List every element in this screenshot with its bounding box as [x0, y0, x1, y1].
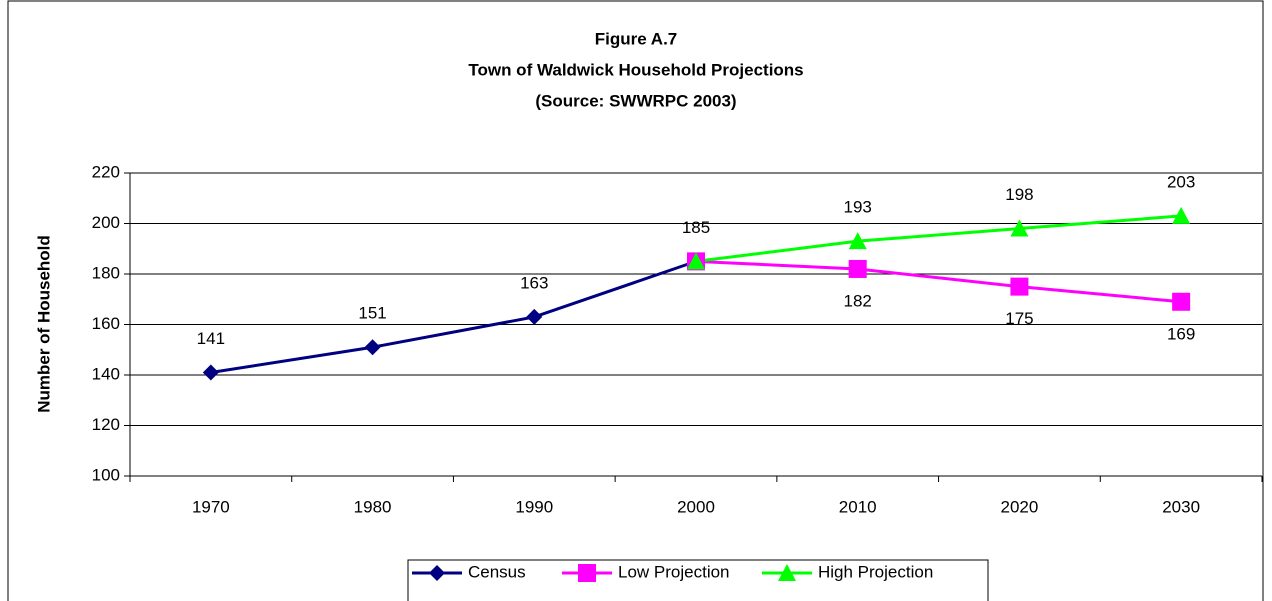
data-label: 193 [844, 198, 872, 217]
data-point [687, 252, 705, 270]
y-tick-label: 140 [92, 364, 120, 383]
data-point [364, 339, 381, 356]
legend-box [407, 559, 989, 601]
chart-title: Town of Waldwick Household Projections [468, 60, 803, 79]
series-line [210, 259, 697, 374]
data-label: 151 [358, 304, 386, 323]
y-tick-label: 200 [92, 213, 120, 232]
series-line [695, 259, 1182, 304]
x-tick-label: 1980 [354, 497, 392, 516]
data-label: 198 [1005, 185, 1033, 204]
data-label: 203 [1167, 172, 1195, 191]
series-line [695, 214, 1182, 263]
data-point [1172, 206, 1191, 224]
y-axis-title: Number of Household [34, 235, 53, 413]
y-tick-label: 180 [92, 263, 120, 282]
legend-label: High Projection [818, 562, 933, 581]
data-point [848, 232, 867, 250]
x-tick-label: 2020 [1001, 497, 1039, 516]
data-label: 163 [520, 273, 548, 292]
data-label: 185 [682, 218, 710, 237]
data-label: 182 [844, 291, 872, 310]
x-tick-label: 2010 [839, 497, 877, 516]
data-point [1172, 292, 1191, 311]
chart-title: (Source: SWWRPC 2003) [535, 91, 736, 110]
data-label: 169 [1167, 324, 1195, 343]
data-label: 141 [197, 329, 225, 348]
y-tick-label: 160 [92, 314, 120, 333]
legend-label: Low Projection [618, 562, 730, 581]
legend-marker [578, 564, 596, 582]
legend-marker [778, 564, 796, 581]
legend-marker [429, 565, 445, 581]
y-tick-label: 220 [92, 162, 120, 181]
chart-frame [7, 0, 1264, 601]
data-point [1010, 219, 1029, 237]
data-point [526, 308, 543, 325]
legend-label: Census [468, 562, 526, 581]
y-tick-label: 100 [92, 465, 120, 484]
data-point [848, 259, 867, 278]
data-point [1010, 277, 1029, 296]
data-label: 175 [1005, 309, 1033, 328]
x-tick-label: 2000 [677, 497, 715, 516]
chart-title: Figure A.7 [595, 29, 678, 48]
x-tick-label: 2030 [1162, 497, 1200, 516]
x-tick-label: 1990 [515, 497, 553, 516]
data-point [202, 364, 219, 381]
y-tick-label: 120 [92, 415, 120, 434]
x-tick-label: 1970 [192, 497, 230, 516]
